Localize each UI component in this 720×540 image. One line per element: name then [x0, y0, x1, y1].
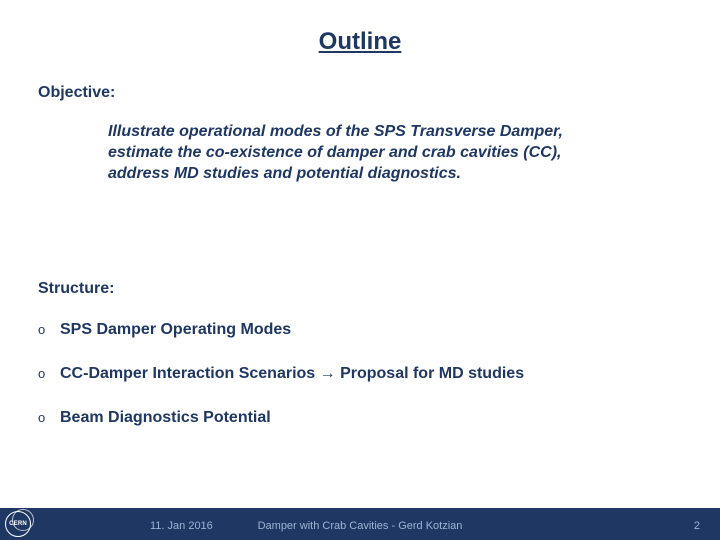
list-item-text: CC-Damper Interaction Scenarios → Propos…	[60, 364, 524, 384]
bullet-marker: o	[38, 364, 60, 384]
footer-page-number: 2	[694, 520, 700, 532]
slide: Outline Objective: Illustrate operationa…	[0, 0, 720, 540]
list-item-text: Beam Diagnostics Potential	[60, 408, 271, 428]
bullet-marker: o	[38, 320, 60, 340]
structure-label: Structure:	[38, 280, 114, 298]
list-item-text: SPS Damper Operating Modes	[60, 320, 291, 340]
bullet-marker: o	[38, 408, 60, 428]
list-item: o SPS Damper Operating Modes	[38, 320, 658, 340]
list-item: o Beam Diagnostics Potential	[38, 408, 658, 428]
footer-center-text: Damper with Crab Cavities - Gerd Kotzian	[0, 520, 720, 532]
list-item: o CC-Damper Interaction Scenarios → Prop…	[38, 364, 658, 384]
slide-title: Outline	[0, 28, 720, 56]
objective-label: Objective:	[38, 84, 115, 102]
objective-text: Illustrate operational modes of the SPS …	[108, 122, 618, 184]
structure-list: o SPS Damper Operating Modes o CC-Damper…	[38, 320, 658, 452]
